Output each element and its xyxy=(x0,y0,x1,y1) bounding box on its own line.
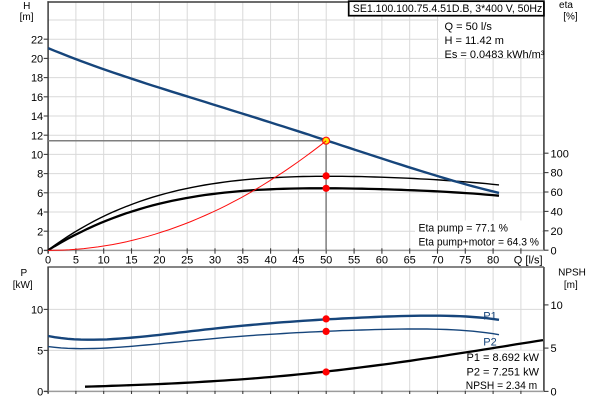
svg-text:SE1.100.100.75.4.51D.B, 3*400: SE1.100.100.75.4.51D.B, 3*400 V, 50Hz xyxy=(353,3,543,15)
svg-text:80: 80 xyxy=(551,168,563,180)
svg-text:50: 50 xyxy=(320,255,332,267)
svg-text:P1: P1 xyxy=(483,310,496,322)
svg-text:20: 20 xyxy=(31,54,43,66)
svg-text:22: 22 xyxy=(31,34,43,46)
svg-text:P1 = 8.692 kW: P1 = 8.692 kW xyxy=(467,352,540,364)
svg-text:80: 80 xyxy=(487,255,499,267)
svg-text:55: 55 xyxy=(348,255,360,267)
svg-text:18: 18 xyxy=(31,73,43,85)
svg-text:NPSH = 2.34 m: NPSH = 2.34 m xyxy=(466,380,537,392)
svg-text:15: 15 xyxy=(125,255,137,267)
svg-text:[%]: [%] xyxy=(563,11,578,22)
svg-text:P2: P2 xyxy=(483,337,496,349)
svg-text:[m]: [m] xyxy=(20,12,34,23)
svg-text:5: 5 xyxy=(551,343,557,355)
svg-text:40: 40 xyxy=(264,255,276,267)
svg-text:P: P xyxy=(20,268,27,279)
svg-text:60: 60 xyxy=(551,187,563,199)
svg-text:Es = 0.0483 kWh/m³: Es = 0.0483 kWh/m³ xyxy=(445,49,545,61)
svg-text:20: 20 xyxy=(551,226,563,238)
svg-text:Eta pump = 77.1 %: Eta pump = 77.1 % xyxy=(419,223,509,235)
svg-text:2: 2 xyxy=(37,226,43,238)
svg-text:12: 12 xyxy=(31,130,43,142)
svg-text:35: 35 xyxy=(237,255,249,267)
svg-text:14: 14 xyxy=(31,111,43,123)
svg-text:10: 10 xyxy=(98,255,110,267)
svg-text:10: 10 xyxy=(31,150,43,162)
svg-text:Q = 50 l/s: Q = 50 l/s xyxy=(445,21,493,33)
svg-text:30: 30 xyxy=(209,255,221,267)
svg-text:5: 5 xyxy=(73,255,79,267)
svg-text:NPSH: NPSH xyxy=(558,268,586,279)
svg-text:100: 100 xyxy=(551,148,569,160)
svg-text:10: 10 xyxy=(31,305,43,317)
svg-text:0: 0 xyxy=(551,245,557,257)
svg-text:H = 11.42 m: H = 11.42 m xyxy=(445,35,504,47)
svg-text:0: 0 xyxy=(551,387,557,399)
svg-text:40: 40 xyxy=(551,207,563,219)
svg-text:Eta pump+motor = 64.3 %: Eta pump+motor = 64.3 % xyxy=(419,237,540,249)
svg-text:[m]: [m] xyxy=(564,280,578,291)
svg-text:[kW]: [kW] xyxy=(13,280,33,291)
svg-text:0: 0 xyxy=(37,387,43,399)
svg-text:16: 16 xyxy=(31,92,43,104)
svg-text:Q [l/s]: Q [l/s] xyxy=(514,255,543,267)
svg-text:0: 0 xyxy=(45,255,51,267)
svg-text:4: 4 xyxy=(37,207,43,219)
svg-text:6: 6 xyxy=(37,188,43,200)
svg-text:eta: eta xyxy=(559,0,573,11)
svg-text:H: H xyxy=(23,1,30,12)
svg-text:70: 70 xyxy=(431,255,443,267)
svg-text:P2 = 7.251 kW: P2 = 7.251 kW xyxy=(467,367,540,379)
svg-text:65: 65 xyxy=(404,255,416,267)
svg-text:25: 25 xyxy=(181,255,193,267)
svg-text:20: 20 xyxy=(153,255,165,267)
svg-text:8: 8 xyxy=(37,169,43,181)
svg-text:45: 45 xyxy=(292,255,304,267)
svg-text:5: 5 xyxy=(37,346,43,358)
svg-text:60: 60 xyxy=(376,255,388,267)
svg-text:75: 75 xyxy=(459,255,471,267)
svg-text:10: 10 xyxy=(551,300,563,312)
svg-text:0: 0 xyxy=(37,246,43,258)
